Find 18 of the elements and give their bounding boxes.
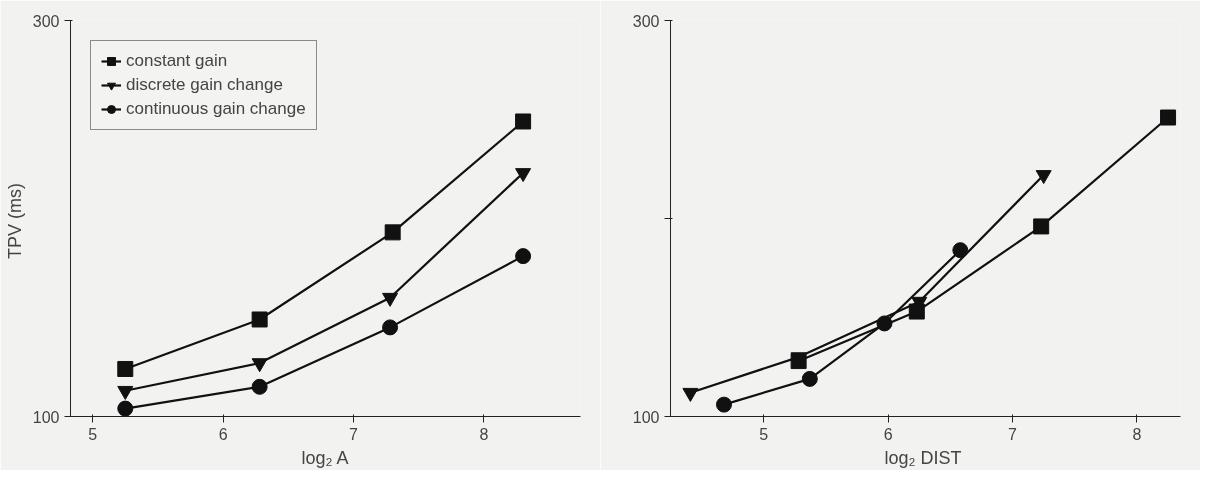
- y-axis-title: TPV (ms): [4, 183, 25, 259]
- x-tick-label: 6: [883, 425, 893, 443]
- y-tick-label: 100: [32, 408, 60, 426]
- x-tick-label: 7: [349, 425, 359, 443]
- x-axis-title: log₂ DIST: [884, 447, 962, 468]
- legend-label: constant gain: [126, 51, 228, 71]
- y-tick-label: 300: [32, 12, 60, 30]
- x-tick-label: 7: [1008, 425, 1018, 443]
- legend-label: continuous gain change: [126, 99, 306, 119]
- x-tick-label: 6: [218, 425, 228, 443]
- x-tick-label: 8: [479, 425, 489, 443]
- y-tick-label: 100: [632, 408, 660, 426]
- legend-label: discrete gain change: [126, 75, 283, 95]
- x-tick-label: 8: [1132, 425, 1142, 443]
- x-tick-label: 5: [88, 425, 98, 443]
- x-tick-label: 5: [759, 425, 769, 443]
- x-axis-title: log₂ A: [301, 447, 349, 468]
- y-tick-label: 300: [632, 12, 660, 30]
